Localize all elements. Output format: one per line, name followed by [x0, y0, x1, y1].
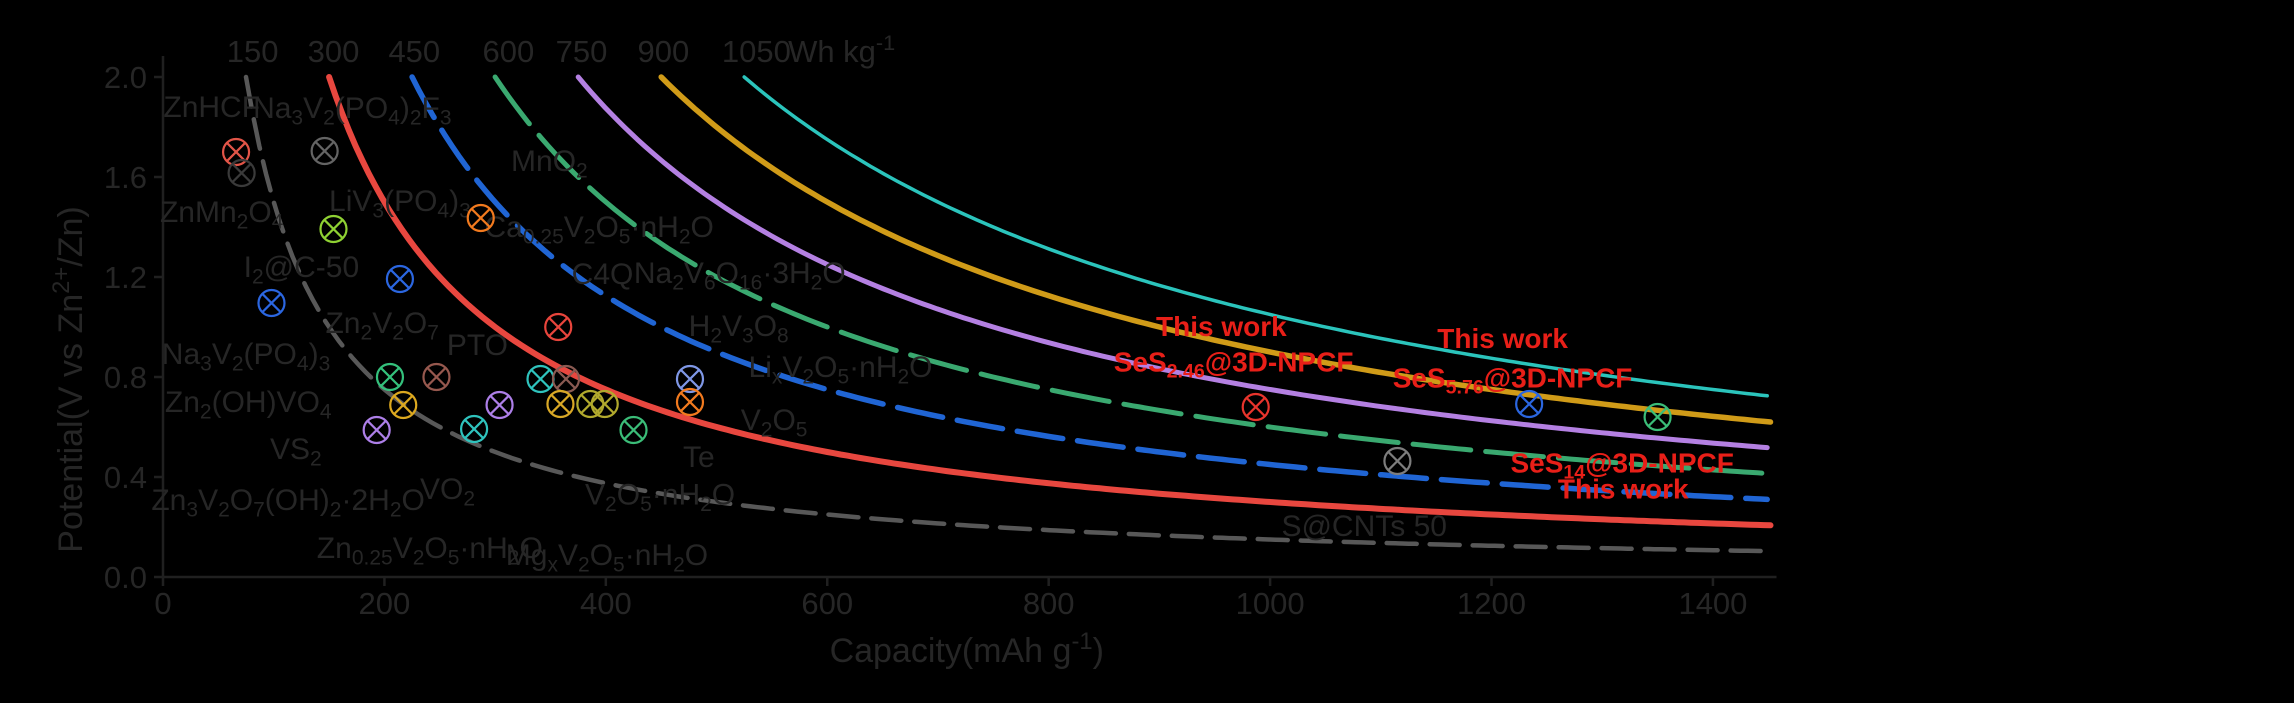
y-tick-label: 1.6	[104, 160, 147, 195]
energy-contour-300	[326, 74, 1774, 529]
x-axis-title: Capacity(mAh g-1​)	[830, 628, 1104, 670]
material-label: S@CNTs 50	[1281, 510, 1447, 543]
x-tick-label: 400	[580, 586, 632, 621]
contour-label-750: 750	[556, 34, 608, 69]
contour-label-450: 450	[388, 34, 440, 69]
this-work-annotation: This work	[1437, 323, 1568, 354]
material-label: Te	[683, 441, 715, 474]
material-label: Zn3​V2​O7​(OH)2​·2H2​O	[151, 484, 424, 522]
data-marker	[422, 362, 451, 392]
material-label: Zn0.25​V2​O5​·nH2​O	[317, 532, 543, 570]
material-label: I2​@C-50	[244, 251, 360, 289]
material-label: V2​O5​	[741, 404, 808, 442]
data-marker	[675, 364, 705, 394]
data-marker	[1241, 392, 1270, 422]
material-label: PTO	[447, 329, 508, 362]
data-marker	[319, 214, 348, 244]
data-marker	[544, 312, 573, 342]
data-marker	[362, 415, 391, 445]
material-label: Lix​V2​O5​·nH2​O	[749, 351, 933, 389]
data-marker	[675, 387, 705, 417]
x-tick-label: 800	[1023, 586, 1075, 621]
material-label: Na3​V2​(PO4​)3​	[162, 338, 330, 376]
material-label: C4Q	[572, 258, 634, 291]
y-tick-label: 0.4	[104, 460, 147, 495]
material-label: ZnMn2​O4​	[160, 196, 284, 234]
data-marker	[385, 264, 415, 294]
energy-contour-450	[409, 74, 1770, 503]
material-label: Mgx​V2​O5​·nH2​O	[506, 539, 708, 577]
data-marker	[1383, 446, 1412, 476]
data-marker	[310, 136, 339, 166]
material-label: Zn2​(OH)VO4​	[165, 386, 332, 424]
data-marker	[619, 415, 648, 445]
data-marker	[389, 390, 418, 420]
contour-label-600: 600	[483, 34, 535, 69]
material-label: Na2​V6​O16​·3H2​O	[634, 257, 846, 295]
data-marker	[590, 389, 619, 419]
data-marker	[257, 288, 286, 318]
material-label: MnO2​	[511, 145, 588, 183]
energy-contour-600	[492, 74, 1773, 477]
material-label: H2​V3​O8​	[689, 310, 789, 348]
energy-contour-750	[575, 74, 1770, 451]
x-tick-label: 0	[154, 586, 171, 621]
y-tick-label: 1.2	[104, 260, 147, 295]
energy-contour-150	[243, 74, 1770, 554]
energy-contour-1050	[742, 75, 1769, 398]
data-marker	[221, 137, 251, 167]
x-tick-label: 200	[359, 586, 411, 621]
x-tick-label: 1400	[1678, 586, 1747, 621]
contour-label-1050: 1050	[722, 34, 791, 69]
energy-contour-900	[658, 74, 1774, 425]
material-label: Zn2​V2​O7​	[325, 307, 438, 345]
material-label: Ca0.25​V2​O5​·nH2​O	[485, 211, 714, 249]
this-work-annotation: SeS2.46​@3D-NPCF	[1114, 347, 1354, 383]
contour-label-150: 150	[227, 34, 279, 69]
contour-label-900: 900	[638, 34, 690, 69]
data-marker	[1643, 402, 1672, 432]
x-tick-label: 600	[801, 586, 853, 621]
data-marker	[466, 203, 495, 233]
data-marker	[227, 158, 256, 188]
this-work-annotation: This work	[1558, 474, 1689, 505]
data-marker	[459, 414, 489, 444]
contour-label-300: 300	[308, 34, 360, 69]
contour-unit-label: Wh kg-1​	[788, 30, 895, 69]
y-tick-label: 0.8	[104, 360, 147, 395]
material-label: VS2​	[270, 433, 322, 471]
x-tick-label: 1200	[1457, 586, 1526, 621]
material-label: Na3​V2​(PO4​)2​F3​	[253, 92, 451, 130]
x-tick-label: 1000	[1236, 586, 1305, 621]
material-label: LiV3​(PO4​)3​	[329, 185, 471, 223]
this-work-annotation: SeS14​@3D-NPCF	[1510, 448, 1733, 484]
data-marker	[485, 390, 514, 420]
y-tick-label: 2.0	[104, 60, 147, 95]
data-marker	[375, 362, 405, 392]
material-label: VO2​	[420, 473, 475, 511]
this-work-annotation: SeS5.76​@3D-NPCF	[1393, 363, 1633, 399]
material-label: ZnHCF	[163, 91, 260, 124]
y-tick-label: 0.0	[104, 560, 147, 595]
data-marker	[1515, 389, 1544, 419]
this-work-annotation: This work	[1156, 311, 1287, 342]
material-label: V2​O5​·nH2​O	[585, 479, 735, 517]
y-axis-title: Potential(V vs Zn2+​/Zn)	[48, 206, 90, 552]
data-marker	[546, 389, 575, 419]
